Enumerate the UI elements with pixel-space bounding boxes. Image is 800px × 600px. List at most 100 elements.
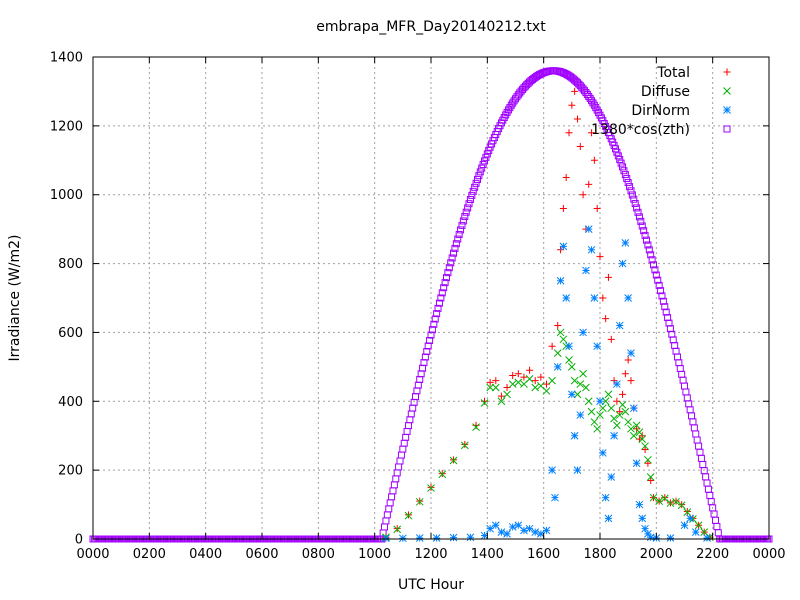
total-point [599,294,607,302]
x-tick-label: 0400 [189,547,222,562]
dirnorm-point [632,459,641,468]
total-point [537,373,545,381]
cos-zth-point [655,281,663,289]
diffuse-point [559,335,568,344]
cos-zth-point [459,217,467,225]
cos-zth-point [696,448,704,456]
cos-zth-point [614,152,622,160]
dirnorm-point [646,533,655,542]
cos-zth-point [381,523,389,531]
diffuse-point [646,473,655,481]
cos-zth-point [438,289,446,297]
dirnorm-point [621,239,630,247]
diffuse-point [655,497,664,505]
cos-zth-point [448,254,456,262]
cos-zth-point [706,491,714,499]
series-1 [382,328,714,542]
x-axis-label: UTC Hour [398,577,464,593]
cos-zth-point [692,430,700,438]
dirnorm-point [627,349,635,357]
cos-zth-point [455,230,463,238]
diffuse-point [632,421,641,430]
cos-zth-point [652,271,660,279]
dirnorm-point [598,449,607,457]
dirnorm-point [559,242,568,251]
cos-zth-point [383,511,391,519]
diffuse-point [508,380,517,388]
cos-zth-point [427,331,435,339]
cos-zth-point [471,183,479,191]
legend: Total Diffuse DirNorm 1380*cos(zth) [591,65,731,138]
cos-zth-point [465,200,473,208]
total-point [531,377,539,385]
dirnorm-point [548,466,556,474]
total-point [616,408,624,416]
cos-zth-point [457,226,465,234]
cos-zth-point [631,200,639,208]
diffuse-point [427,484,435,492]
diffuse-point [629,431,638,440]
diffuse-point [553,349,562,357]
cos-zth-point [657,287,665,295]
y-tick-label: 400 [58,395,83,410]
dirnorm-point [590,294,599,302]
diffuse-point [415,497,424,506]
diffuse-point [624,418,633,426]
cos-zth-point [703,479,711,487]
cos-zth-point [640,227,648,235]
cos-zth-point [710,510,718,518]
cos-zth-point [700,467,708,475]
dirnorm-point [520,526,528,535]
total-point [641,445,649,453]
x-tick-label: 0000 [752,547,785,562]
cos-zth-point [689,418,697,426]
y-tick-label: 800 [58,257,83,272]
dirnorm-point [415,534,424,542]
y-tick-label: 600 [58,326,83,341]
diffuse-point [641,442,649,450]
cos-zth-point [704,485,712,493]
cos-zth-point [630,195,638,203]
x-tick-label: 0600 [245,547,278,562]
dirnorm-point [635,500,644,509]
cos-zth-point [404,422,412,430]
total-point [497,392,505,400]
cos-zth-point [426,337,434,345]
cos-zth-point [410,398,418,406]
cos-zth-point [642,236,650,244]
total-point [559,204,567,212]
diffuse-point [584,397,593,406]
cos-zth-point [444,269,452,277]
total-point [596,253,604,261]
dirnorm-point [576,411,585,419]
cos-zth-point [613,148,621,156]
dirnorm-point [466,533,475,542]
dirnorm-point [604,514,613,523]
cos-zth-point [616,155,624,163]
dirnorm-point [486,524,495,533]
cos-zth-point [626,183,634,191]
cos-zth-point [702,473,710,481]
legend-marker [723,87,731,95]
legend-label: 1380*cos(zth) [591,122,690,138]
cos-zth-point [478,164,486,172]
diffuse-point [598,404,607,413]
diffuse-point [660,494,669,503]
dirnorm-point [615,321,624,330]
cos-zth-point [393,469,401,477]
cos-zth-point [451,244,459,252]
diffuse-point [393,525,402,534]
dirnorm-point [503,529,511,538]
cos-zth-point [433,310,441,318]
cos-zth-point [647,251,655,259]
cos-zth-point [645,246,653,254]
dirnorm-point [593,342,602,351]
cos-zth-point [682,388,690,396]
y-tick-label: 1400 [50,51,83,66]
dirnorm-point [565,342,573,351]
cos-zth-point [473,175,481,183]
cos-zth-point [633,204,641,212]
cos-zth-point [447,259,455,267]
diffuse-point [565,356,573,364]
diffuse-point [570,376,579,385]
